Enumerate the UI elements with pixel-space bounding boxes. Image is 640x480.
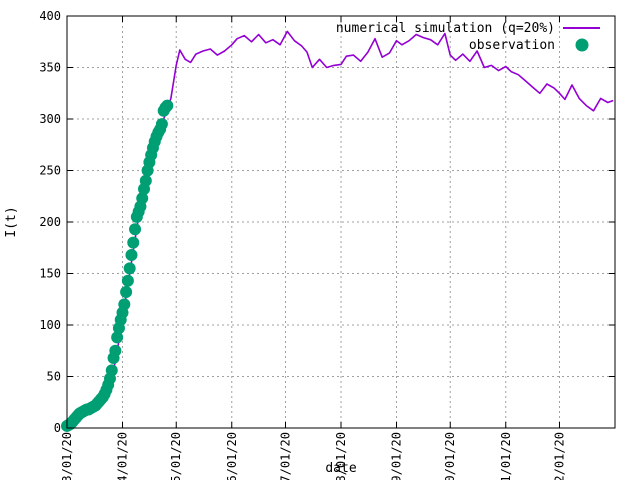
- grid: [66, 16, 615, 428]
- y-tick-label: 200: [39, 215, 61, 229]
- y-tick-label: 50: [47, 370, 61, 384]
- x-tick-label: 04/01/20: [116, 432, 130, 480]
- x-tick-label: 06/01/20: [225, 432, 239, 480]
- legend-swatch-observation: [575, 38, 589, 52]
- observation-point: [155, 118, 168, 131]
- observation-point: [120, 286, 133, 299]
- observation-point: [111, 331, 124, 344]
- plot-frame: [66, 15, 616, 429]
- y-tick-label: 400: [39, 9, 61, 23]
- simulation-line: [66, 30, 614, 427]
- x-tick-label: 09/01/20: [390, 432, 404, 480]
- legend-label-simulation: numerical simulation (q=20%): [336, 21, 555, 36]
- y-tick-label: 0: [54, 421, 61, 435]
- observation-point: [125, 248, 138, 261]
- x-tick-label: 07/01/20: [278, 432, 292, 480]
- observation-point: [136, 192, 149, 205]
- legend-label-observation: observation: [469, 38, 555, 53]
- series-observation: [61, 99, 174, 432]
- observation-point: [161, 99, 174, 112]
- observation-point: [105, 364, 118, 377]
- y-tick-label: 250: [39, 164, 61, 178]
- observation-point: [129, 223, 142, 236]
- x-tick-label: 10/01/20: [443, 432, 457, 480]
- observation-point: [123, 262, 136, 275]
- x-axis-title: date: [325, 461, 356, 476]
- legend: numerical simulation (q=20%) observation: [336, 21, 600, 53]
- x-tick-label: 12/01/20: [552, 432, 566, 480]
- y-tick-label: 150: [39, 267, 61, 281]
- y-tick-label: 350: [39, 61, 61, 75]
- series-numerical-simulation: [66, 30, 614, 427]
- x-tick-label: 05/01/20: [169, 432, 183, 480]
- y-tick-label: 100: [39, 318, 61, 332]
- x-tick-label: 03/01/20: [60, 432, 74, 480]
- x-tick-label: 08/01/20: [334, 432, 348, 480]
- observation-point: [109, 344, 122, 357]
- observation-point: [127, 236, 140, 249]
- observation-point: [121, 274, 134, 287]
- tick-labels: 0 50 100 150 200 250 300 350 400 03/01/20 04/01/20…: [39, 9, 566, 480]
- observation-point: [118, 298, 131, 311]
- y-axis-title: I(t): [4, 206, 19, 237]
- y-tick-label: 300: [39, 112, 61, 126]
- observation-point: [139, 174, 152, 187]
- x-tick-label: 11/01/20: [499, 432, 513, 480]
